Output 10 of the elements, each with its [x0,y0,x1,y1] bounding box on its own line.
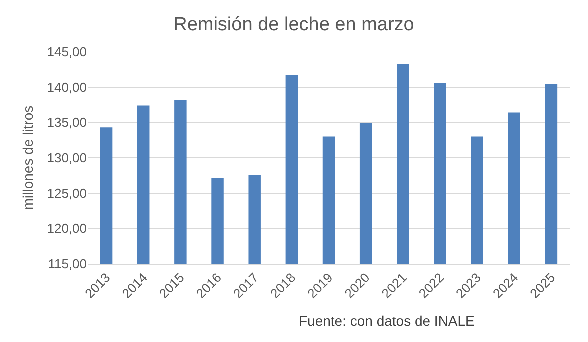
source-note: Fuente: con datos de INALE [299,313,475,329]
y-axis-title: millones de litros [20,106,36,210]
y-tick-label: 145,00 [47,44,87,60]
y-tick-label: 130,00 [47,150,87,166]
y-tick-label: 115,00 [48,256,87,272]
chart-title: Remisión de leche en marzo [174,14,414,36]
y-tick-label: 120,00 [47,221,87,236]
y-tick-label: 140,00 [47,80,87,95]
y-tick-label: 125,00 [47,186,87,201]
y-tick-label: 135,00 [47,115,87,130]
